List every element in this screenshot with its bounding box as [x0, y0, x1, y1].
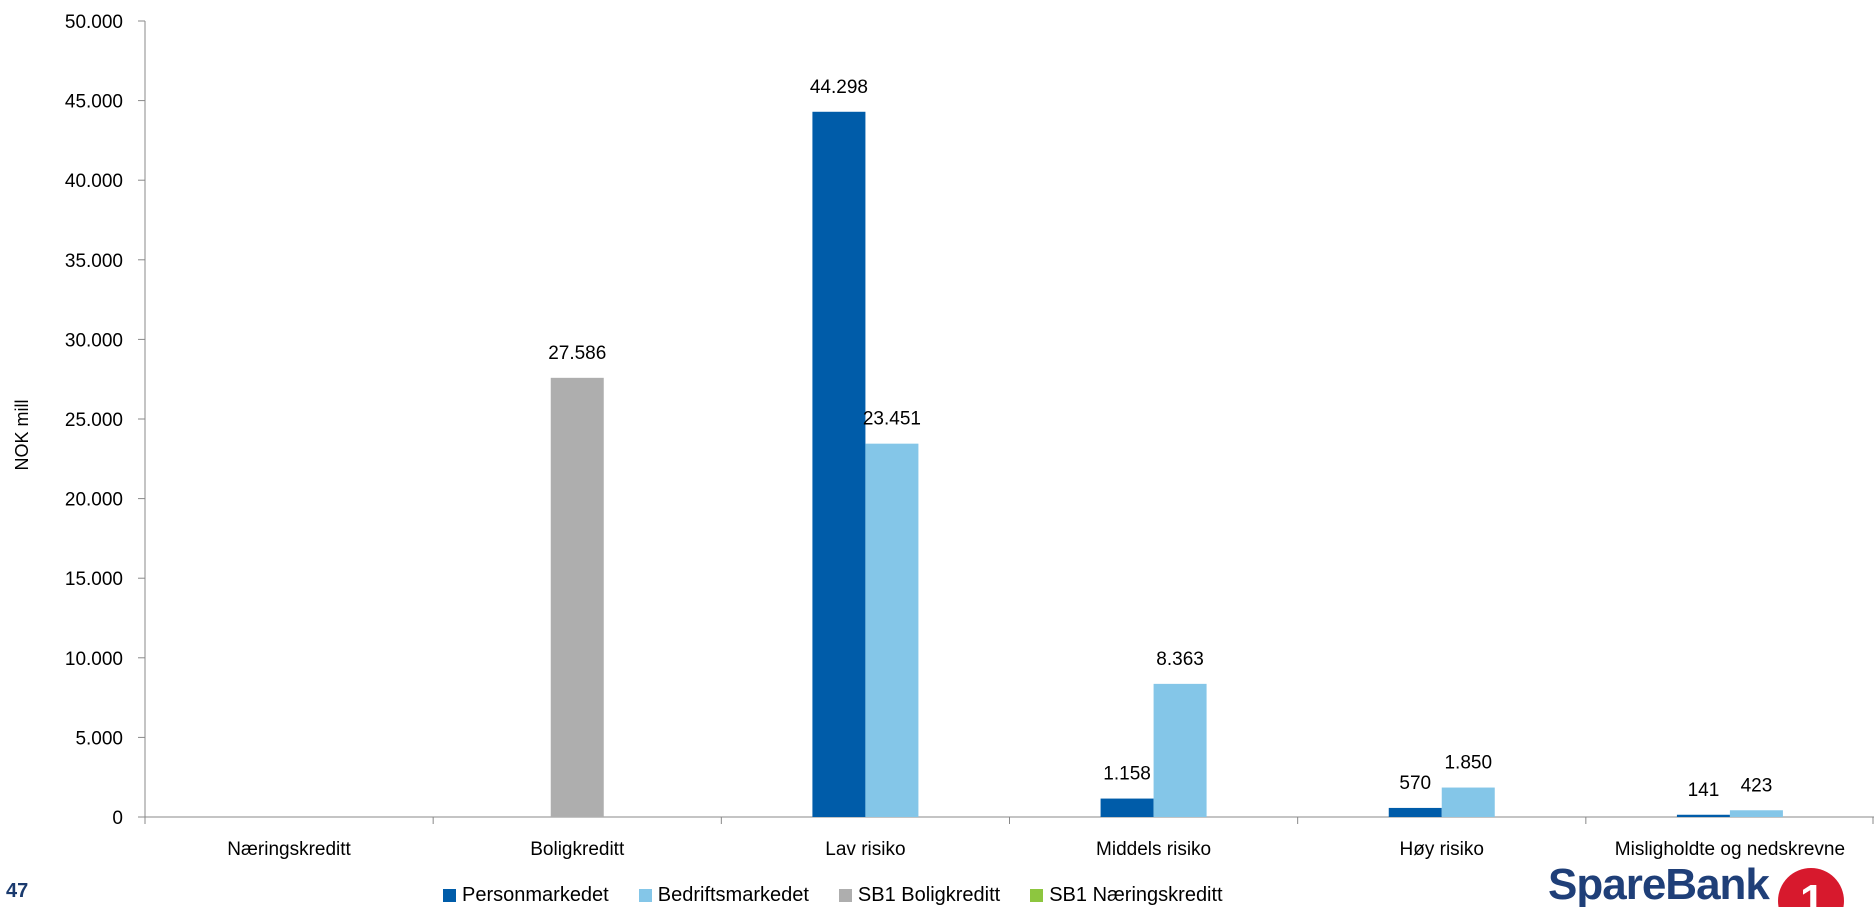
bars: [550, 111, 1783, 818]
legend-swatch: [443, 889, 456, 902]
data-label: 1.850: [1444, 753, 1492, 774]
legend-item: SB1 Næringskreditt: [1030, 884, 1223, 907]
legend: Personmarkedet Bedriftsmarkedet SB1 Boligk…: [443, 884, 1223, 907]
y-tick-label: 50.000: [65, 12, 123, 33]
data-label: 8.363: [1156, 649, 1204, 670]
legend-swatch: [838, 889, 852, 902]
y-tick-label: 0: [112, 808, 123, 829]
sparebank-logo: SpareBank 1: [1548, 864, 1874, 907]
legend-item: Personmarkedet: [443, 884, 609, 907]
bar-bedriftsmarkedet: [1441, 787, 1495, 817]
y-tick-label: 5.000: [75, 728, 123, 749]
x-axis: Næringskreditt Boligkreditt Lav risiko Midd…: [144, 816, 1874, 860]
bar-personmarkedet: [1676, 814, 1730, 817]
bar-personmarkedet: [1388, 807, 1442, 817]
logo-text: SpareBank: [1548, 864, 1770, 907]
y-axis: 0 5.000 10.000 15.000 20.000 25.000 30.000 35.0…: [65, 12, 146, 829]
data-label: 27.586: [548, 343, 606, 364]
bar-chart: 0 5.000 10.000 15.000 20.000 25.000 30.000 35.0…: [12, 12, 1874, 860]
y-tick-label: 10.000: [65, 649, 123, 670]
bar-personmarkedet: [1100, 798, 1154, 817]
x-tick-label: Boligkreditt: [530, 839, 625, 860]
data-label: 423: [1741, 775, 1773, 796]
y-tick-label: 40.000: [65, 171, 123, 192]
legend-label: Bedriftsmarkedet: [657, 884, 809, 906]
bar-bedriftsmarkedet: [865, 443, 919, 817]
data-label: 570: [1399, 773, 1431, 794]
x-tick-label: Misligholdte og nedskrevne: [1615, 839, 1845, 860]
legend-label: SB1 Boligkreditt: [857, 884, 1001, 906]
data-label: 23.451: [863, 409, 921, 430]
x-tick-label: Lav risiko: [825, 839, 905, 860]
x-tick-label: Middels risiko: [1096, 839, 1211, 860]
logo-mark: 1: [1800, 876, 1825, 907]
y-tick-label: 15.000: [65, 569, 123, 590]
y-axis-title: NOK mill: [12, 400, 32, 471]
y-tick-label: 25.000: [65, 410, 123, 431]
x-tick-label: Næringskreditt: [227, 839, 351, 860]
legend-item: Bedriftsmarkedet: [638, 884, 809, 907]
legend-swatch: [638, 889, 652, 902]
legend-swatch: [1030, 889, 1044, 902]
legend-label: Personmarkedet: [462, 884, 609, 906]
data-label: 44.298: [810, 77, 868, 98]
legend-item: SB1 Boligkreditt: [838, 884, 1001, 907]
bar-bedriftsmarkedet: [1729, 810, 1783, 817]
data-labels: 27.586 44.298 23.451 1.158 8.363 570 1.850 141 4…: [548, 77, 1772, 801]
y-tick-label: 45.000: [65, 92, 123, 113]
x-tick-label: Høy risiko: [1400, 839, 1484, 860]
legend-label: SB1 Næringskreditt: [1049, 884, 1223, 906]
data-label: 141: [1688, 780, 1720, 801]
y-tick-label: 20.000: [65, 490, 123, 511]
bar-bedriftsmarkedet: [1153, 683, 1207, 817]
y-tick-label: 35.000: [65, 251, 123, 272]
bar-sb1-boligkreditt: [550, 377, 604, 817]
page-number: 47: [6, 880, 29, 902]
bar-personmarkedet: [812, 111, 866, 818]
y-tick-label: 30.000: [65, 330, 123, 351]
data-label: 1.158: [1103, 764, 1151, 785]
